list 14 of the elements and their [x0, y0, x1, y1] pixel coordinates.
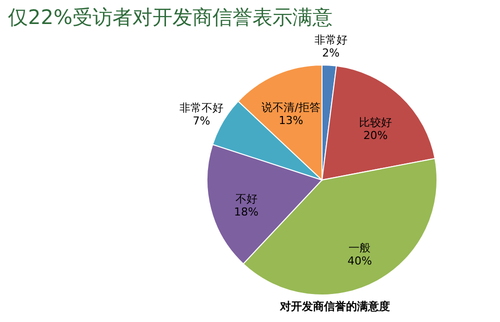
data-label: 40% [347, 254, 372, 268]
data-label: 2% [322, 46, 340, 60]
data-label: 20% [363, 128, 388, 142]
text: 对开发商信誉的满意度 [279, 300, 390, 313]
data-label: 7% [192, 114, 210, 128]
slice-label: 说不清/拒答 [262, 101, 320, 114]
chart-title: 仅22%受访者对开发商信誉表示满意 [8, 5, 332, 29]
slice-label: 一般 [348, 242, 371, 255]
data-label: 18% [234, 205, 258, 218]
slice-label: 不好 [235, 192, 258, 206]
slice-label: 非常不好 [179, 102, 224, 115]
slice-label: 比较好 [359, 116, 392, 129]
slice-label: 非常好 [314, 33, 348, 46]
data-label: 13% [278, 114, 304, 128]
